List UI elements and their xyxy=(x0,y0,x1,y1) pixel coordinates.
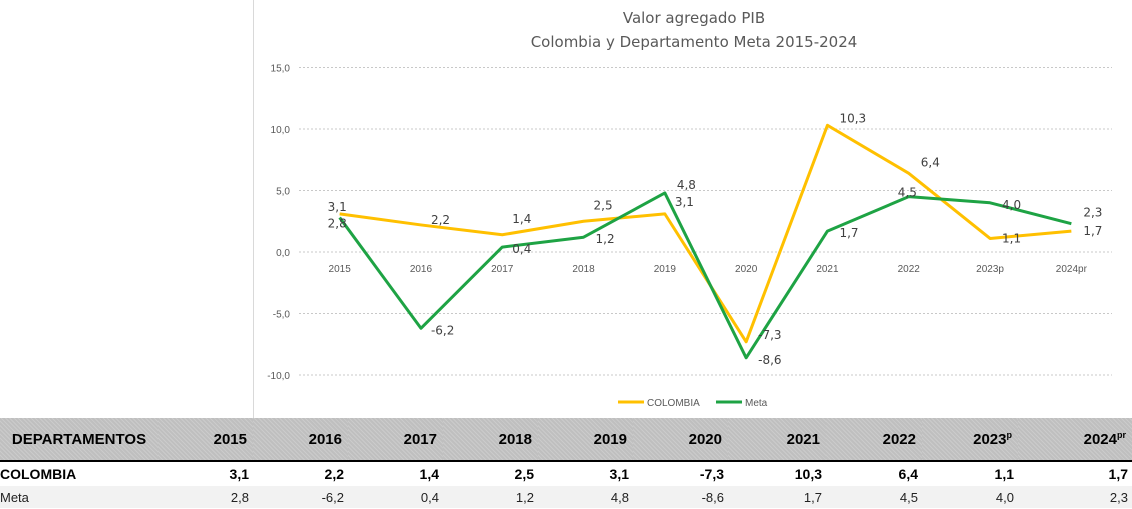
x-tick-label: 2017 xyxy=(491,264,514,275)
data-label: 4,5 xyxy=(898,186,917,200)
x-axis-ticks: 2015 2016 2017 2018 2019 2020 2021 2022 2023p 202… xyxy=(329,264,1088,275)
data-label: 1,7 xyxy=(839,226,858,240)
table-cell: -6,2 xyxy=(253,486,348,508)
header-year: 2018 xyxy=(443,418,538,462)
header-year: 2022 xyxy=(826,418,922,462)
data-label: 6,4 xyxy=(921,155,940,169)
table-row: Meta 2,8 -6,2 0,4 1,2 4,8 -8,6 1,7 4,5 4,0 2,3 xyxy=(0,486,1132,508)
data-label: 1,2 xyxy=(596,232,615,246)
data-label: -7,3 xyxy=(758,328,781,342)
header-year: 2016 xyxy=(253,418,348,462)
y-tick-label: -10,0 xyxy=(267,371,290,382)
data-label: 2,8 xyxy=(328,217,347,231)
data-label: 0,4 xyxy=(512,242,531,256)
data-label: 3,1 xyxy=(675,195,694,209)
legend-label: COLOMBIA xyxy=(647,398,700,409)
x-tick-label: 2018 xyxy=(572,264,595,275)
data-label: 2,3 xyxy=(1083,206,1102,220)
y-tick-label: 10,0 xyxy=(271,125,291,136)
header-year: 2024pr xyxy=(1018,418,1132,462)
header-year: 2017 xyxy=(348,418,443,462)
series-lines xyxy=(338,123,1072,360)
y-axis-ticks: 15,0 10,0 5,0 0,0 -5,0 -10,0 xyxy=(267,64,290,383)
data-label: 1,1 xyxy=(1002,231,1021,245)
table-cell: 3,1 xyxy=(229,466,249,482)
data-label: 4,8 xyxy=(677,178,696,192)
y-tick-label: 15,0 xyxy=(271,64,291,75)
data-label: 2,5 xyxy=(594,198,613,212)
row-label: Meta xyxy=(0,486,158,508)
data-label: 10,3 xyxy=(839,111,866,125)
table-cell: 2,2 xyxy=(324,466,344,482)
data-labels: 3,1 2,2 1,4 2,5 3,1 -7,3 10,3 6,4 1,1 1,7 2,8 -6,2 0… xyxy=(328,111,1103,366)
x-tick-label: 2021 xyxy=(816,264,839,275)
table-cell: 1,4 xyxy=(419,466,439,482)
x-tick-label: 2015 xyxy=(329,264,352,275)
chart-area: Valor agregado PIB Colombia y Departamen… xyxy=(253,0,1132,418)
chart-title: Valor agregado PIB xyxy=(623,9,765,27)
table-cell: 10,3 xyxy=(794,466,822,482)
x-tick-label: 2023p xyxy=(976,264,1004,275)
table-cell: 3,1 xyxy=(609,466,629,482)
series-line-meta xyxy=(338,191,1072,360)
table-row: COLOMBIA 3,1 2,2 1,4 2,5 3,1 -7,3 10,3 6,4 1,1 1,7 xyxy=(0,461,1132,486)
table-cell: 1,7 xyxy=(1108,466,1128,482)
line-chart: Valor agregado PIB Colombia y Departamen… xyxy=(267,9,1112,409)
y-tick-label: -5,0 xyxy=(273,310,291,321)
table-cell: -8,6 xyxy=(633,486,728,508)
y-tick-label: 0,0 xyxy=(276,248,290,259)
header-departamentos: DEPARTAMENTOS xyxy=(0,418,158,462)
table-cell: -7,3 xyxy=(699,466,724,482)
table-header-row: DEPARTAMENTOS 2015 2016 2017 2018 2019 2020 20… xyxy=(0,418,1132,462)
table-cell: 4,5 xyxy=(826,486,922,508)
data-label: 2,2 xyxy=(431,213,450,227)
table-cell: 1,7 xyxy=(728,486,826,508)
table-cell: 4,0 xyxy=(922,486,1018,508)
data-label: -6,2 xyxy=(431,323,454,337)
data-label: 3,1 xyxy=(328,200,347,214)
table-cell: 2,5 xyxy=(514,466,534,482)
table-cell: 4,8 xyxy=(538,486,633,508)
y-tick-label: 5,0 xyxy=(276,187,290,198)
header-year: 2019 xyxy=(538,418,633,462)
gridlines xyxy=(299,67,1112,376)
series-line-colombia xyxy=(339,123,1072,344)
row-label: COLOMBIA xyxy=(0,466,77,482)
header-year: 2020 xyxy=(633,418,728,462)
data-label: 1,4 xyxy=(512,212,531,226)
table-cell: 6,4 xyxy=(898,466,918,482)
header-year: 2015 xyxy=(158,418,253,462)
data-label: 1,7 xyxy=(1083,224,1102,238)
legend: COLOMBIA Meta xyxy=(618,398,768,409)
data-table: DEPARTAMENTOS 2015 2016 2017 2018 2019 2020 20… xyxy=(0,418,1132,508)
data-label: -8,6 xyxy=(758,353,781,367)
header-year: 2023p xyxy=(922,418,1018,462)
chart-subtitle: Colombia y Departamento Meta 2015-2024 xyxy=(531,33,858,51)
x-tick-label: 2020 xyxy=(735,264,758,275)
x-tick-label: 2022 xyxy=(898,264,921,275)
table-cell: 1,2 xyxy=(443,486,538,508)
table-cell: 2,3 xyxy=(1018,486,1132,508)
table-cell: 2,8 xyxy=(158,486,253,508)
x-tick-label: 2024pr xyxy=(1056,264,1088,275)
table-cell: 0,4 xyxy=(348,486,443,508)
header-year: 2021 xyxy=(728,418,826,462)
data-label: 4,0 xyxy=(1002,198,1021,212)
x-tick-label: 2016 xyxy=(410,264,433,275)
legend-label: Meta xyxy=(745,398,768,409)
x-tick-label: 2019 xyxy=(654,264,677,275)
table-cell: 1,1 xyxy=(994,466,1014,482)
